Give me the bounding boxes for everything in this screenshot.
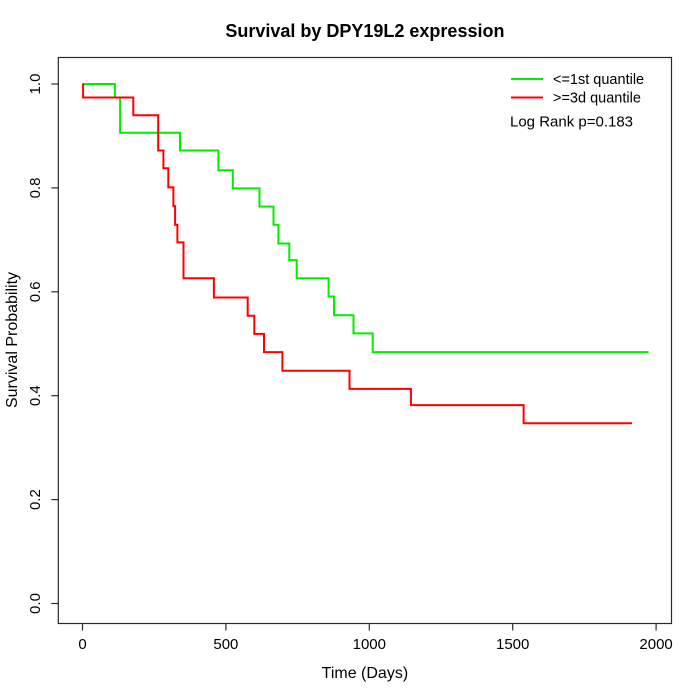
chart-title: Survival by DPY19L2 expression — [225, 21, 504, 41]
plot-border — [57, 56, 673, 625]
y-tick-label: 0.4 — [27, 385, 44, 406]
logrank-annotation: Log Rank p=0.183 — [510, 114, 633, 131]
y-tick-label: 0.6 — [27, 281, 44, 302]
survival-curves — [82, 83, 649, 425]
y-axis-label: Survival Probability — [4, 272, 21, 408]
x-axis-ticks: 0 500 1000 1500 2000 — [78, 623, 673, 653]
y-axis-ticks: 0.0 0.2 0.4 0.6 0.8 1.0 — [27, 74, 59, 614]
legend-label-green: <=1st quantile — [553, 72, 644, 88]
x-tick-label: 0 — [78, 636, 86, 653]
legend: <=1st quantile >=3d quantile Log Rank p=… — [510, 72, 644, 131]
x-tick-label: 500 — [213, 636, 238, 653]
x-tick-label: 1000 — [353, 636, 386, 653]
y-tick-label: 0.0 — [27, 593, 44, 614]
y-tick-label: 0.2 — [27, 489, 44, 510]
x-tick-label: 1500 — [496, 636, 529, 653]
x-tick-label: 2000 — [639, 636, 672, 653]
y-tick-label: 0.8 — [27, 177, 44, 198]
green-survival-curve — [82, 83, 649, 354]
legend-label-red: >=3d quantile — [553, 91, 641, 107]
red-survival-curve — [82, 83, 632, 425]
y-tick-label: 1.0 — [27, 74, 44, 95]
x-axis-label: Time (Days) — [322, 665, 409, 682]
